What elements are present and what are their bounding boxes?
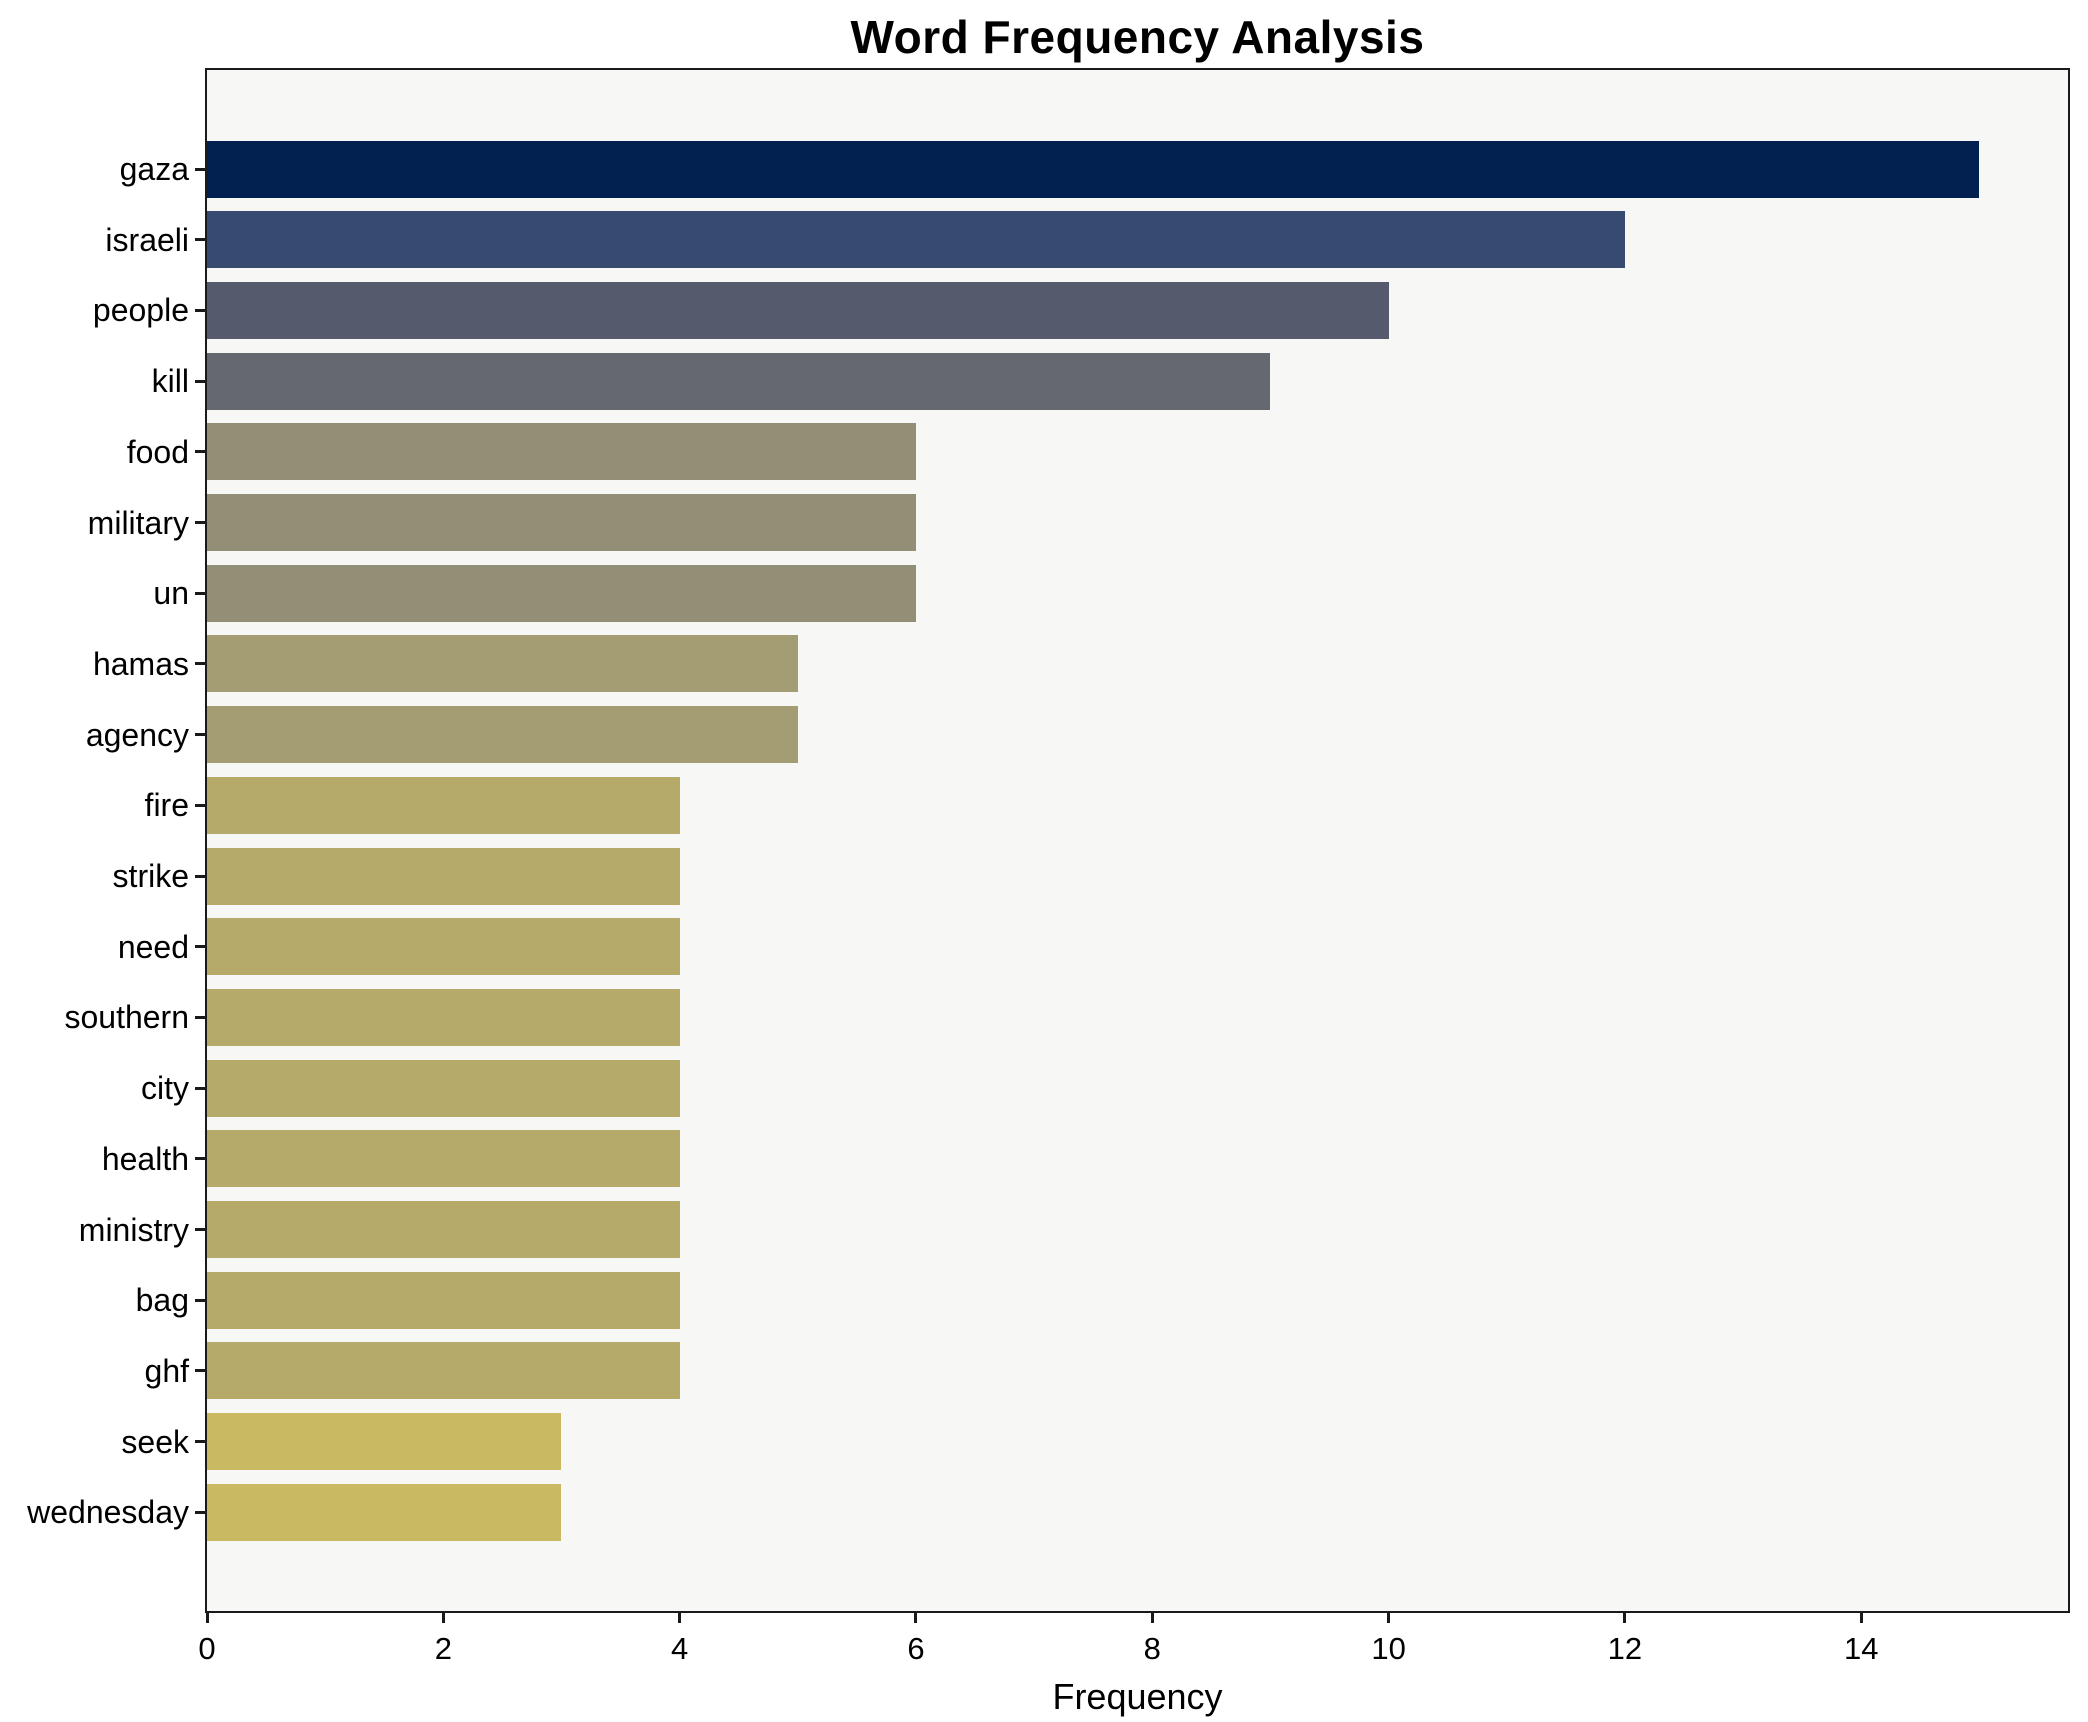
x-tick-10 <box>1387 1611 1391 1623</box>
x-tick-label-14: 14 <box>1843 1631 1879 1666</box>
y-tick-label-seek: seek <box>121 1423 189 1460</box>
y-tick-kill <box>195 379 207 383</box>
bar-ministry <box>207 1201 680 1258</box>
bar-bag <box>207 1271 680 1329</box>
y-tick-label-wednesday: wednesday <box>27 1494 189 1531</box>
y-tick-southern <box>195 1015 207 1019</box>
bar-fire <box>207 776 680 834</box>
y-tick-need <box>195 945 207 949</box>
y-tick-label-military: military <box>87 504 189 541</box>
y-tick-israeli <box>195 238 207 242</box>
y-tick-people <box>195 308 207 312</box>
y-tick-military <box>195 521 207 524</box>
x-tick-0 <box>205 1611 209 1623</box>
bar-food <box>207 423 916 481</box>
x-tick-14 <box>1859 1611 1863 1623</box>
x-tick-label-12: 12 <box>1607 1631 1643 1666</box>
y-tick-label-city: city <box>141 1070 189 1107</box>
y-tick-label-gaza: gaza <box>119 151 189 187</box>
y-tick-gaza <box>195 167 207 171</box>
y-tick-label-agency: agency <box>85 716 189 753</box>
x-tick-label-4: 4 <box>671 1631 689 1666</box>
bar-city <box>207 1059 680 1117</box>
y-tick-label-bag: bag <box>135 1282 189 1319</box>
bar-health <box>207 1130 680 1188</box>
y-tick-label-strike: strike <box>112 858 189 894</box>
y-tick-label-health: health <box>101 1140 189 1177</box>
bar-israeli <box>207 211 1625 269</box>
bar-kill <box>207 352 1271 410</box>
y-tick-un <box>195 591 207 595</box>
chart-title: Word Frequency Analysis <box>850 11 1425 63</box>
y-tick-bag <box>195 1298 207 1302</box>
y-tick-city <box>195 1086 207 1090</box>
x-tick-label-2: 2 <box>434 1631 452 1666</box>
y-tick-label-need: need <box>117 928 189 965</box>
bar-southern <box>207 988 680 1046</box>
bar-wednesday <box>207 1483 562 1541</box>
x-tick-4 <box>678 1611 682 1623</box>
y-tick-fire <box>195 803 207 807</box>
y-tick-ministry <box>195 1228 207 1231</box>
bar-ghf <box>207 1342 680 1400</box>
x-tick-label-8: 8 <box>1143 1631 1161 1666</box>
y-tick-wednesday <box>195 1510 207 1514</box>
y-tick-agency <box>195 733 207 737</box>
bar-hamas <box>207 635 798 693</box>
bar-un <box>207 564 916 622</box>
bar-need <box>207 918 680 976</box>
y-tick-label-hamas: hamas <box>92 645 189 682</box>
y-tick-label-food: food <box>126 433 189 470</box>
bar-seek <box>207 1413 562 1471</box>
y-tick-hamas <box>195 662 207 666</box>
y-tick-ghf <box>195 1369 207 1373</box>
x-tick-8 <box>1150 1611 1154 1623</box>
x-tick-2 <box>441 1611 445 1623</box>
y-tick-label-kill: kill <box>151 363 189 400</box>
y-tick-label-ghf: ghf <box>144 1352 189 1389</box>
y-tick-label-un: un <box>153 575 189 612</box>
bar-military <box>207 494 916 551</box>
y-tick-food <box>195 450 207 454</box>
x-axis-label: Frequency <box>1052 1676 1223 1717</box>
bar-strike <box>207 847 680 905</box>
y-tick-seek <box>195 1440 207 1444</box>
x-tick-6 <box>914 1611 918 1623</box>
y-tick-label-israeli: israeli <box>105 221 189 258</box>
y-tick-strike <box>195 874 207 878</box>
bar-gaza <box>207 140 1980 198</box>
x-tick-label-0: 0 <box>198 1631 216 1666</box>
x-tick-label-10: 10 <box>1371 1631 1406 1666</box>
y-tick-label-ministry: ministry <box>78 1211 189 1248</box>
y-tick-label-southern: southern <box>64 999 189 1036</box>
x-tick-label-6: 6 <box>907 1631 925 1666</box>
bar-people <box>207 281 1389 339</box>
y-tick-health <box>195 1157 207 1161</box>
bar-agency <box>207 706 798 764</box>
x-tick-12 <box>1623 1611 1627 1623</box>
y-tick-label-people: people <box>92 292 189 329</box>
y-tick-label-fire: fire <box>144 787 189 824</box>
